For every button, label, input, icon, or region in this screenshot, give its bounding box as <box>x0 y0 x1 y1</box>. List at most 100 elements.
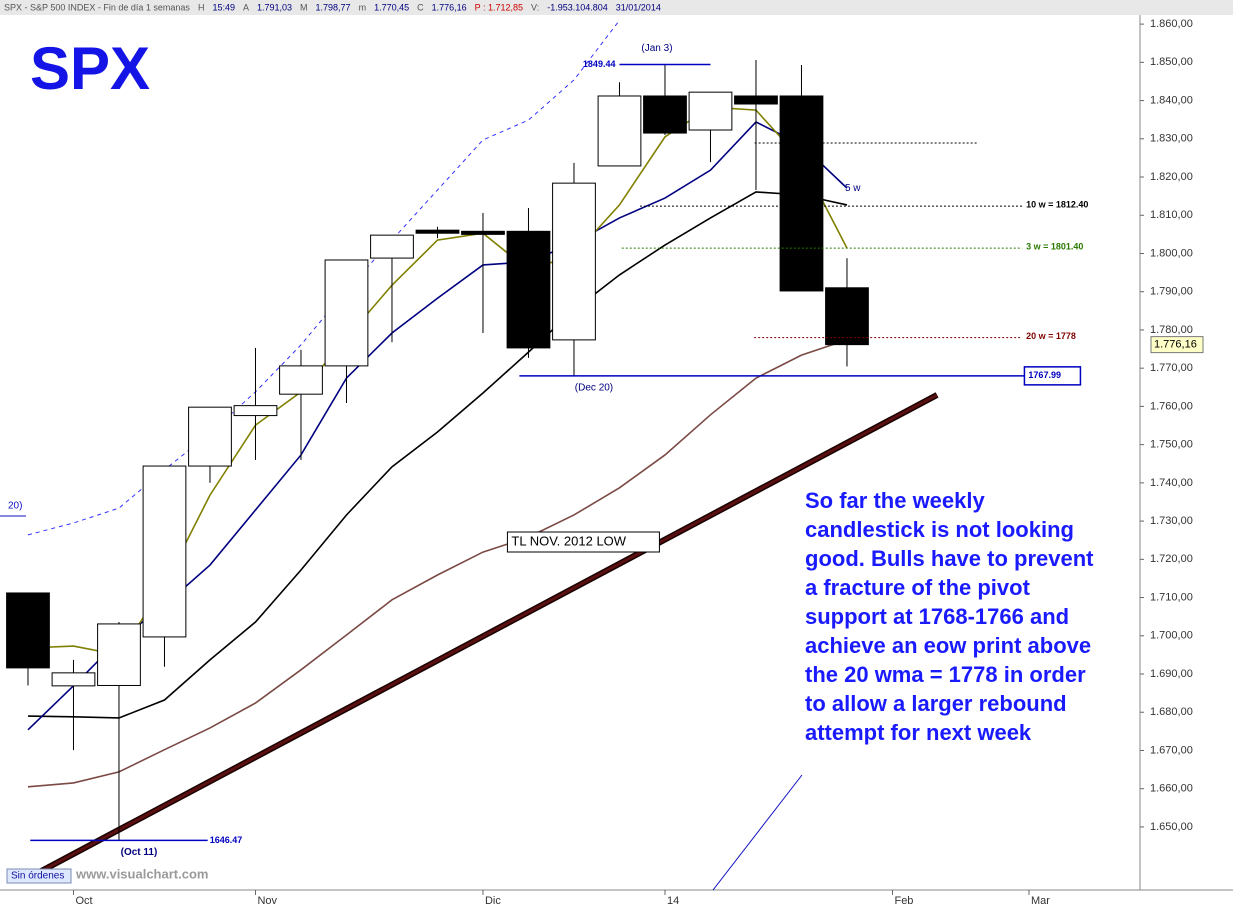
ma-label: 10 w = 1812.40 <box>1026 199 1088 209</box>
y-tick-label: 1.760,00 <box>1150 400 1193 412</box>
y-tick-label: 1.650,00 <box>1150 821 1193 833</box>
candle-body <box>97 623 141 686</box>
candle-body <box>734 95 778 105</box>
y-tick-label: 1.690,00 <box>1150 668 1193 680</box>
candle-body <box>825 287 869 346</box>
x-tick-label: Dic <box>485 895 501 907</box>
level-label: 1646.47 <box>210 835 243 845</box>
header-field: H <box>198 2 205 12</box>
side-label: 20) <box>8 501 22 512</box>
y-tick-label: 1.750,00 <box>1150 439 1193 451</box>
y-tick-label: 1.700,00 <box>1150 630 1193 642</box>
header-field: A <box>243 2 249 12</box>
candle-body <box>324 259 369 367</box>
y-tick-label: 1.830,00 <box>1150 133 1193 145</box>
trendline-label: TL NOV. 2012 LOW <box>511 533 626 548</box>
status-box[interactable] <box>6 868 72 884</box>
candle-body <box>461 230 505 235</box>
header-field: 1.770,45 <box>374 2 409 12</box>
y-tick-label: 1.680,00 <box>1150 706 1193 718</box>
y-tick-label: 1.820,00 <box>1150 171 1193 183</box>
candle-body <box>279 365 323 395</box>
header-field: SPX - S&P 500 INDEX - Fin de día 1 seman… <box>4 2 190 12</box>
header-field: C <box>417 2 424 12</box>
x-tick-label: Mar <box>1031 895 1050 907</box>
level-label: 1767.99 <box>1028 370 1061 380</box>
y-tick-label: 1.710,00 <box>1150 591 1193 603</box>
commentary-line: the 20 wma = 1778 in order <box>805 662 1086 687</box>
candle-body <box>552 182 596 341</box>
ma-label: 5 w <box>845 183 861 194</box>
brand: www.visualchart.com <box>75 866 208 881</box>
trendline-label-box <box>506 531 660 553</box>
header-field: 31/01/2014 <box>616 2 661 12</box>
ma-line <box>27 339 848 788</box>
level-label: 1849.44 <box>583 59 616 69</box>
trendline <box>37 393 938 875</box>
y-tick-label: 1.720,00 <box>1150 553 1193 565</box>
y-tick-label: 1.800,00 <box>1150 247 1193 259</box>
price-label: 1.776,16 <box>1154 339 1197 351</box>
x-tick-label: Nov <box>257 895 277 907</box>
header-field: 15:49 <box>212 2 235 12</box>
header-field: P : 1.712,85 <box>475 2 523 12</box>
status[interactable]: Sin órdenes <box>11 871 64 882</box>
x-tick-label: Feb <box>894 895 913 907</box>
x-tick-label: 14 <box>667 895 679 907</box>
candle-body <box>51 672 96 687</box>
commentary-line: support at 1768-1766 and <box>805 604 1069 629</box>
y-tick-label: 1.790,00 <box>1150 286 1193 298</box>
level-label-box <box>1023 366 1082 386</box>
candle-body <box>415 229 460 234</box>
commentary-line: candlestick is not looking <box>805 517 1074 542</box>
candle-body <box>597 95 642 167</box>
y-tick-label: 1.730,00 <box>1150 515 1193 527</box>
header-bar <box>0 0 1233 15</box>
commentary-line: So far the weekly <box>805 488 986 513</box>
plot-area <box>6 19 939 876</box>
commentary-line: to allow a larger rebound <box>805 691 1067 716</box>
candle-body <box>779 95 824 292</box>
y-tick-label: 1.850,00 <box>1150 56 1193 68</box>
y-tick-label: 1.670,00 <box>1150 744 1193 756</box>
header-field: -1.953.104.804 <box>547 2 608 12</box>
candle-body <box>142 465 187 638</box>
ma-line <box>27 191 848 719</box>
commentary-line: achieve an eow print above <box>805 633 1091 658</box>
y-tick-label: 1.810,00 <box>1150 209 1193 221</box>
header-field: V: <box>531 2 539 12</box>
level-note: (Dec 20) <box>575 382 613 393</box>
y-tick-label: 1.860,00 <box>1150 18 1193 30</box>
ma-label: 20 w = 1778 <box>1026 331 1076 341</box>
price-label-box <box>1150 336 1204 354</box>
header-field: M <box>300 2 308 12</box>
candle-body <box>233 405 278 417</box>
header-field: 1.798,77 <box>316 2 351 12</box>
pointer-line <box>712 774 803 891</box>
candle-body <box>6 592 50 669</box>
candle-body <box>370 234 414 259</box>
y-tick-label: 1.660,00 <box>1150 783 1193 795</box>
candle-body <box>188 406 232 467</box>
y-tick-label: 1.780,00 <box>1150 324 1193 336</box>
header-field: m <box>359 2 367 12</box>
ma-line <box>27 19 620 536</box>
candle-body <box>688 91 733 131</box>
candle-body <box>643 95 687 134</box>
commentary-line: attempt for next week <box>805 720 1032 745</box>
level-note: (Oct 11) <box>121 847 158 858</box>
commentary-line: a fracture of the pivot <box>805 575 1031 600</box>
ma-label: 3 w = 1801.40 <box>1026 242 1083 252</box>
chart-title: SPX <box>30 35 150 102</box>
y-tick-label: 1.770,00 <box>1150 362 1193 374</box>
x-tick-label: Oct <box>75 895 92 907</box>
y-tick-label: 1.740,00 <box>1150 477 1193 489</box>
y-tick-label: 1.840,00 <box>1150 94 1193 106</box>
header-field: 1.776,16 <box>432 2 467 12</box>
header-field: 1.791,03 <box>257 2 292 12</box>
level-note: (Jan 3) <box>641 43 672 54</box>
candle-body <box>506 230 551 349</box>
commentary-line: good. Bulls have to prevent <box>805 546 1094 571</box>
